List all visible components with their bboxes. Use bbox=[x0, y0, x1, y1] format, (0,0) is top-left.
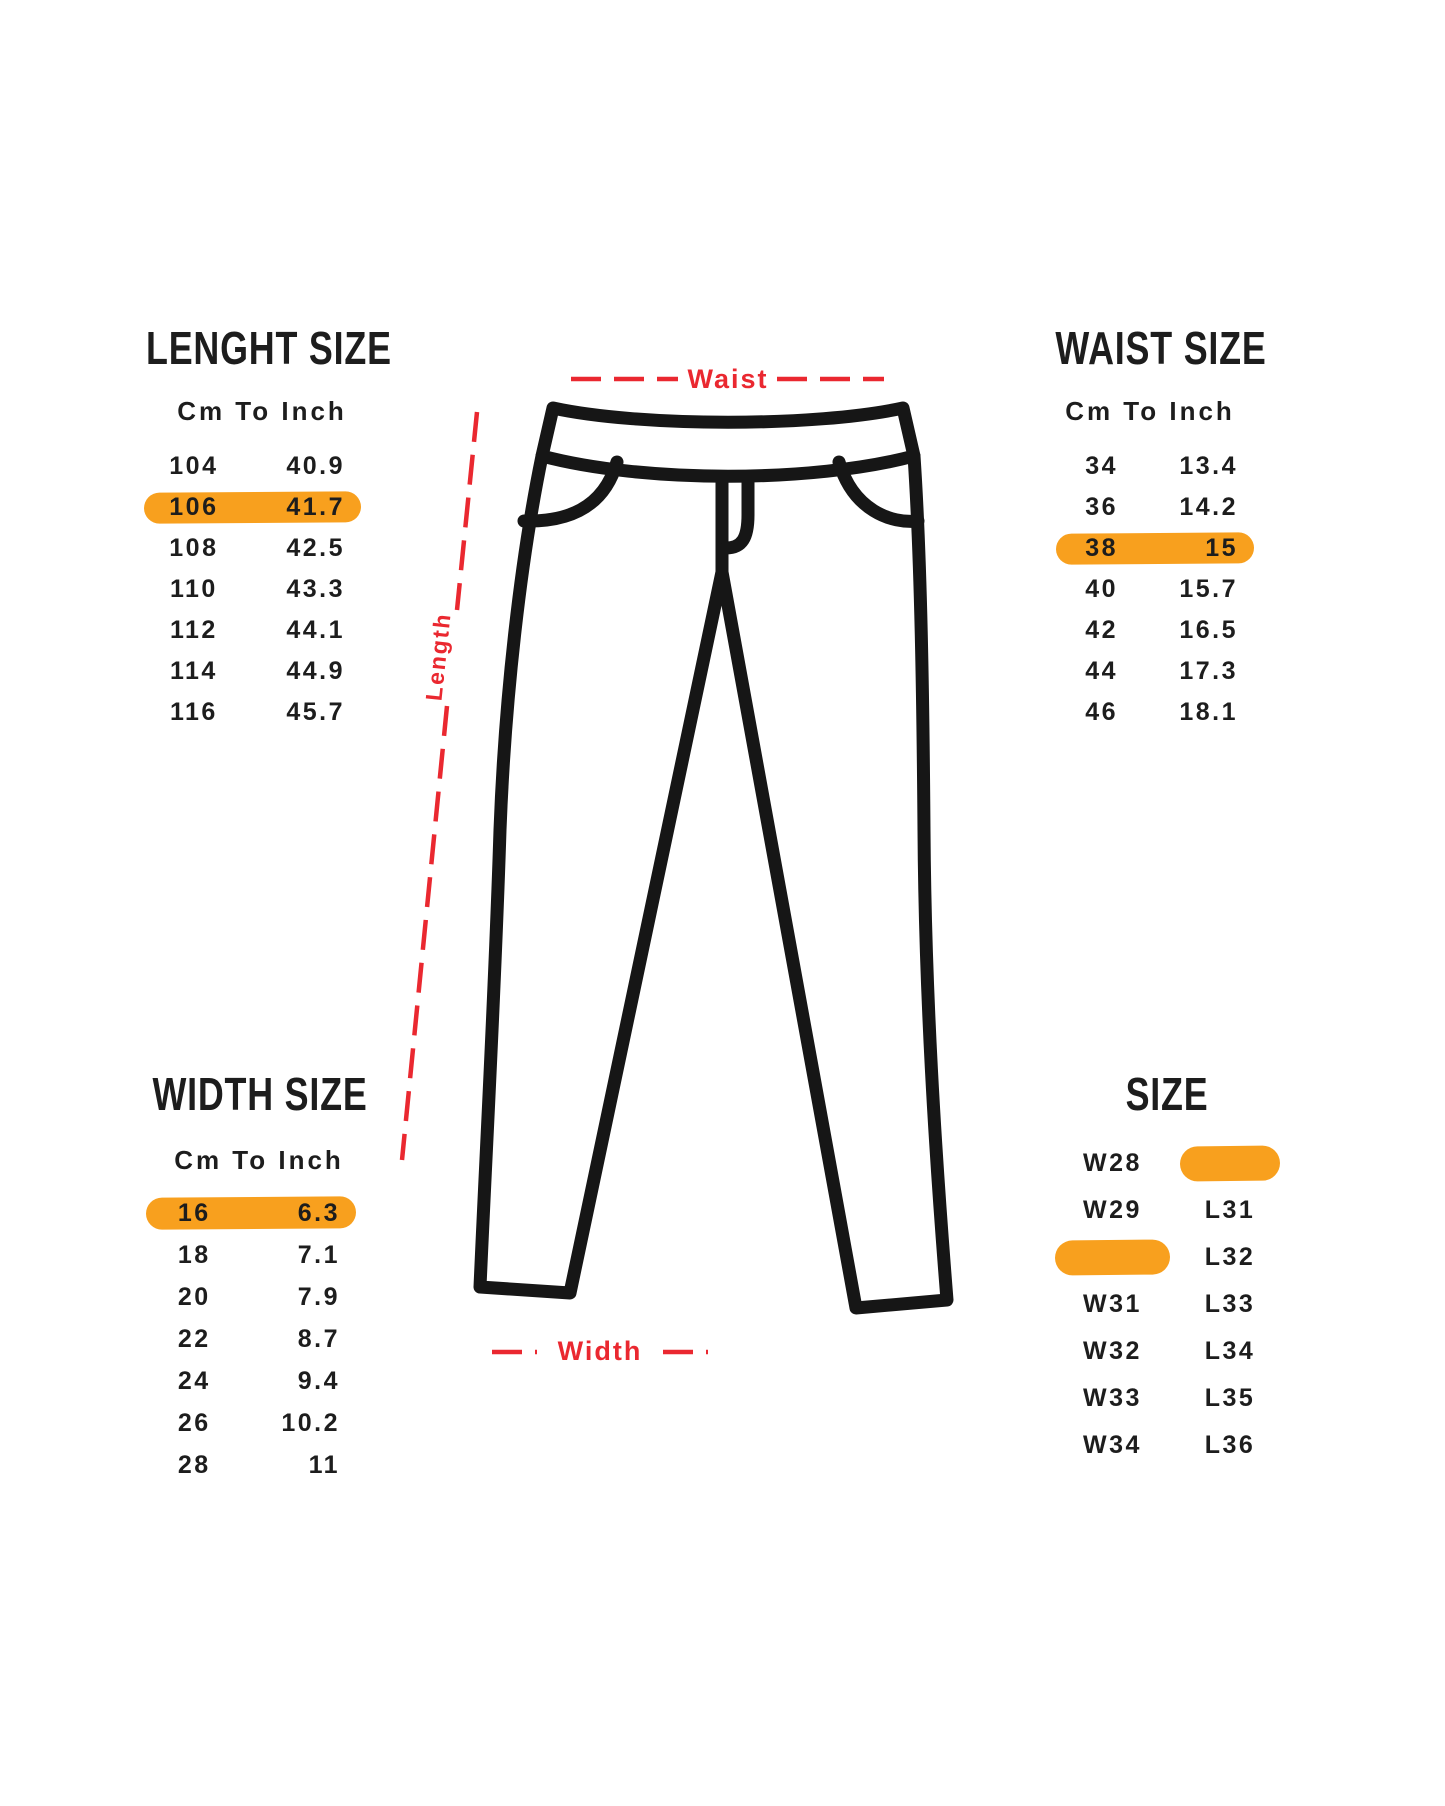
table-row: W32 L34 bbox=[1083, 1337, 1256, 1365]
table-row: 42 16.5 bbox=[1085, 616, 1238, 644]
length-annotation-label: Length bbox=[420, 611, 456, 702]
table-row: 28 11 bbox=[177, 1450, 340, 1479]
table-row: 46 18.1 bbox=[1085, 698, 1238, 726]
table-row: W29 L31 bbox=[1083, 1196, 1256, 1224]
table-row: 20 7.9 bbox=[177, 1282, 340, 1311]
table-row-highlighted: 106 41.7 bbox=[150, 487, 345, 528]
length-subtitle: Cm To Inch bbox=[177, 396, 347, 426]
table-row: 26 10.2 bbox=[177, 1408, 340, 1437]
length-size-table: 104 40.9 106 41.7 108 42.5 110 43.3 112 44.1 … bbox=[150, 446, 345, 733]
table-row: 18 7.1 bbox=[177, 1240, 340, 1269]
waist-annotation-label: Waist bbox=[687, 364, 769, 394]
length-size-title: LENGHT SIZE bbox=[146, 322, 392, 374]
table-row: W31 L33 bbox=[1083, 1290, 1256, 1318]
table-row: 108 42.5 bbox=[169, 534, 345, 562]
table-row: 116 45.7 bbox=[169, 698, 345, 726]
table-row-highlighted: 16 6.3 bbox=[152, 1192, 340, 1234]
table-row: 34 13.4 bbox=[1085, 452, 1238, 480]
width-subtitle: Cm To Inch bbox=[174, 1145, 344, 1175]
table-row: 22 8.7 bbox=[177, 1324, 340, 1353]
table-row-highlighted: 38 15 bbox=[1062, 528, 1238, 569]
waist-size-table: 34 13.4 36 14.2 38 15 40 15.7 42 16.5 44 17.3 … bbox=[1062, 446, 1238, 733]
table-row: W30 L32 bbox=[1065, 1234, 1270, 1281]
table-row: W33 L35 bbox=[1083, 1384, 1256, 1412]
size-table: W28 L30 W29 L31 W30 L32 W31 L33 W32 L34 W33 L3… bbox=[1065, 1140, 1270, 1469]
waist-subtitle: Cm To Inch bbox=[1065, 396, 1235, 426]
table-row: W34 L36 bbox=[1083, 1431, 1256, 1459]
table-row: 44 17.3 bbox=[1085, 657, 1238, 685]
table-row: 24 9.4 bbox=[177, 1366, 340, 1395]
width-size-title: WIDTH SIZE bbox=[152, 1068, 368, 1120]
waist-size-title: WAIST SIZE bbox=[1055, 322, 1267, 374]
table-row: 112 44.1 bbox=[169, 616, 345, 644]
size-title: SIZE bbox=[1125, 1068, 1209, 1120]
table-row: 40 15.7 bbox=[1085, 575, 1238, 603]
width-size-table: 16 6.3 18 7.1 20 7.9 22 8.7 24 9.4 26 10.2 28 1… bbox=[152, 1192, 340, 1486]
width-annotation-label: Width bbox=[557, 1336, 643, 1366]
table-row: 114 44.9 bbox=[169, 657, 345, 685]
table-row: W28 L30 bbox=[1065, 1140, 1270, 1187]
table-row: 104 40.9 bbox=[169, 452, 345, 480]
measurement-dashed-lines bbox=[399, 376, 884, 1355]
table-row: 36 14.2 bbox=[1085, 493, 1238, 521]
table-row: 110 43.3 bbox=[169, 575, 345, 603]
